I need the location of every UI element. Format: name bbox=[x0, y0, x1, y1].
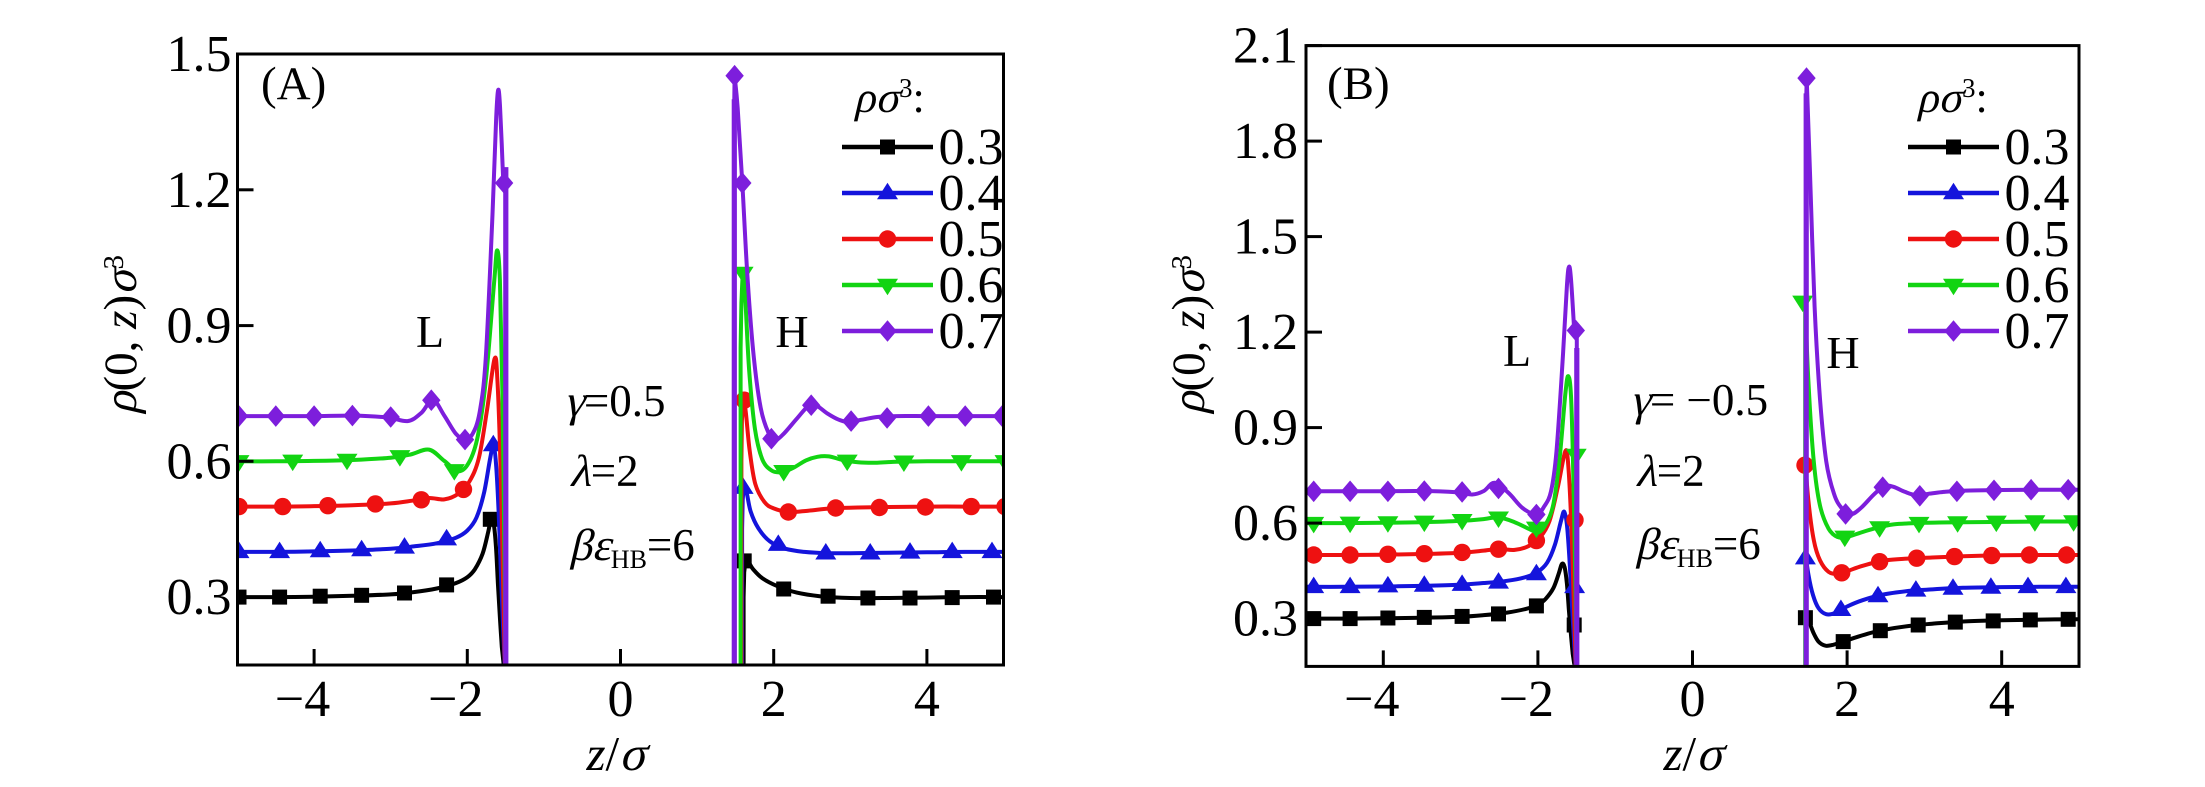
svg-text:0.6: 0.6 bbox=[1233, 495, 1298, 552]
svg-text::: : bbox=[913, 73, 925, 122]
svg-text:0.3: 0.3 bbox=[1233, 591, 1298, 648]
svg-text:4: 4 bbox=[1989, 671, 2015, 728]
svg-text:L: L bbox=[416, 306, 444, 357]
svg-text:0.5: 0.5 bbox=[2005, 211, 2070, 268]
svg-text:HB: HB bbox=[611, 545, 647, 574]
svg-text:0.7: 0.7 bbox=[939, 303, 1004, 360]
svg-text:3: 3 bbox=[98, 255, 130, 270]
svg-text:2.1: 2.1 bbox=[1233, 18, 1298, 75]
svg-text:1.8: 1.8 bbox=[1233, 113, 1298, 170]
svg-text:H: H bbox=[1826, 327, 1859, 378]
svg-text:0.3: 0.3 bbox=[167, 569, 232, 626]
svg-text:L: L bbox=[1503, 325, 1531, 376]
svg-text:0.9: 0.9 bbox=[1233, 400, 1298, 457]
svg-text:−4: −4 bbox=[1344, 671, 1399, 728]
svg-text:(B): (B) bbox=[1327, 58, 1390, 110]
svg-text:1.5: 1.5 bbox=[1233, 209, 1298, 266]
svg-text:ρσ: ρσ bbox=[1914, 73, 1971, 122]
svg-text:/: / bbox=[1683, 726, 1697, 781]
svg-text:0.9: 0.9 bbox=[167, 298, 232, 355]
svg-text:): ) bbox=[1163, 295, 1215, 311]
svg-text:−4: −4 bbox=[275, 671, 330, 728]
svg-text:= −0.5: = −0.5 bbox=[1650, 375, 1768, 425]
svg-text:1.2: 1.2 bbox=[1233, 304, 1298, 361]
svg-text::: : bbox=[1976, 73, 1988, 122]
svg-text:=6: =6 bbox=[1713, 519, 1761, 569]
svg-text:0.6: 0.6 bbox=[167, 433, 232, 490]
svg-text:0.5: 0.5 bbox=[939, 211, 1004, 268]
svg-text:z: z bbox=[1163, 311, 1215, 330]
svg-text:=6: =6 bbox=[647, 520, 695, 570]
svg-text:−2: −2 bbox=[1499, 671, 1554, 728]
svg-text:3: 3 bbox=[899, 73, 913, 103]
svg-text:=2: =2 bbox=[591, 446, 639, 496]
svg-text:0.4: 0.4 bbox=[2005, 165, 2070, 222]
svg-text:z: z bbox=[1663, 726, 1683, 781]
svg-text:1.2: 1.2 bbox=[167, 162, 232, 219]
svg-text:/: / bbox=[606, 726, 620, 781]
svg-text:0: 0 bbox=[608, 671, 634, 728]
svg-text:=2: =2 bbox=[1657, 446, 1705, 496]
svg-text:(0,: (0, bbox=[1163, 341, 1215, 392]
svg-text:3: 3 bbox=[1962, 73, 1976, 103]
svg-text:): ) bbox=[95, 295, 147, 311]
svg-text:3: 3 bbox=[1166, 255, 1198, 270]
svg-text:0.7: 0.7 bbox=[2005, 303, 2070, 360]
svg-text:1.5: 1.5 bbox=[167, 26, 232, 83]
svg-text:0.6: 0.6 bbox=[2005, 257, 2070, 314]
svg-text:0: 0 bbox=[1680, 671, 1706, 728]
svg-text:0.3: 0.3 bbox=[939, 119, 1004, 176]
svg-text:HB: HB bbox=[1677, 544, 1713, 573]
svg-text:0.4: 0.4 bbox=[939, 165, 1004, 222]
svg-text:0.6: 0.6 bbox=[939, 257, 1004, 314]
svg-text:(0,: (0, bbox=[95, 341, 147, 392]
svg-text:(A): (A) bbox=[261, 58, 326, 110]
svg-text:H: H bbox=[775, 306, 808, 357]
svg-text:0.3: 0.3 bbox=[2005, 119, 2070, 176]
svg-text:4: 4 bbox=[914, 671, 940, 728]
svg-text:−2: −2 bbox=[428, 671, 483, 728]
svg-text:ρσ: ρσ bbox=[851, 73, 908, 122]
svg-text:2: 2 bbox=[1834, 671, 1860, 728]
svg-text:2: 2 bbox=[761, 671, 787, 728]
svg-text:z: z bbox=[95, 311, 147, 330]
svg-text:z: z bbox=[586, 726, 606, 781]
svg-text:=0.5: =0.5 bbox=[584, 376, 666, 426]
